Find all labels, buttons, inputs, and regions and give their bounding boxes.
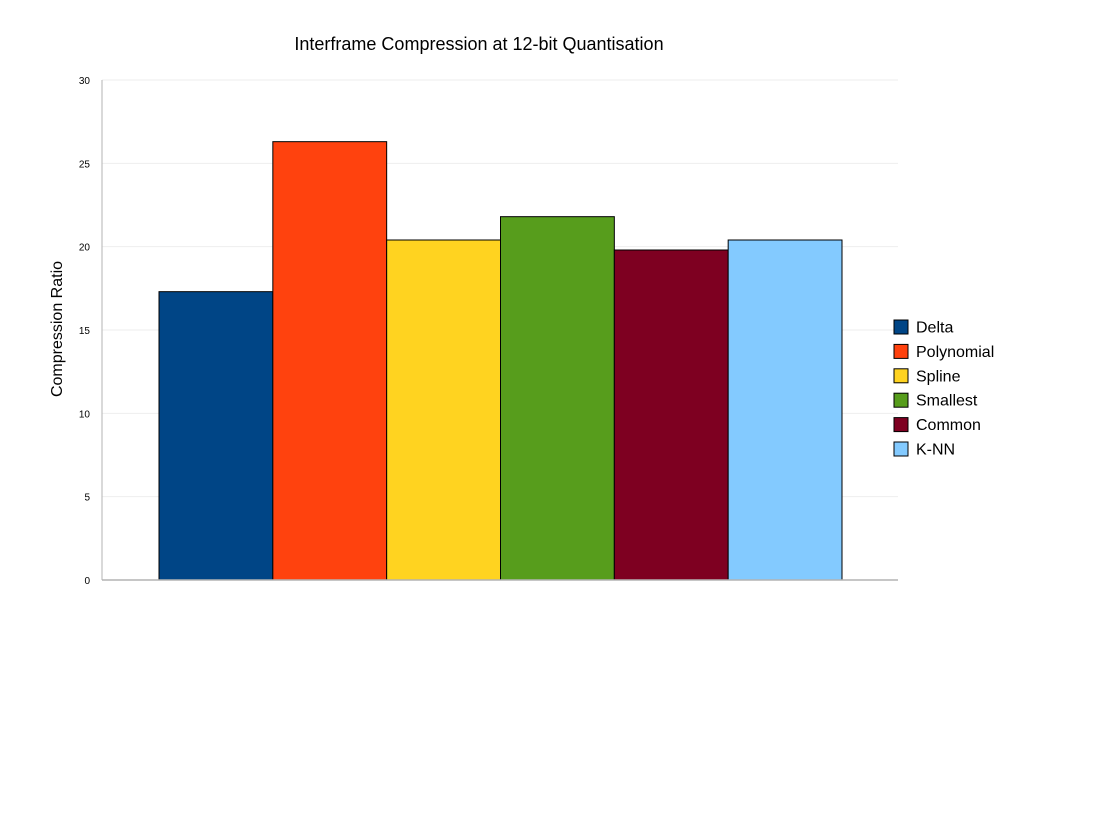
y-tick-label: 0 [84, 576, 90, 587]
legend-label-polynomial: Polynomial [916, 344, 994, 361]
bar-spline [386, 239, 501, 581]
bars [158, 141, 843, 581]
y-tick-label: 15 [79, 326, 91, 337]
y-tick-label: 30 [79, 76, 91, 87]
legend-swatch-common [893, 417, 909, 433]
legend-label-common: Common [916, 417, 981, 434]
legend-label-k-nn: K-NN [916, 442, 955, 459]
y-tick-label: 10 [79, 409, 91, 420]
y-tick-label: 25 [79, 159, 91, 170]
legend-swatch-smallest [893, 392, 909, 408]
legend-swatch-polynomial [893, 343, 909, 359]
axes [101, 80, 898, 581]
legend-label-delta: Delta [916, 320, 953, 337]
bar-common [613, 249, 729, 581]
bar-delta [158, 291, 274, 581]
bar-polynomial [272, 141, 388, 581]
legend: Delta Polynomial Spline Smallest Common K-NN [893, 319, 994, 459]
chart-title: Interframe Compression at 12-bit Quantis… [294, 34, 663, 54]
legend-swatch-delta [893, 319, 909, 335]
y-tick-label: 5 [84, 493, 90, 504]
legend-label-spline: Spline [916, 368, 961, 385]
y-axis-ticks: 0 5 10 15 20 25 30 [79, 76, 91, 587]
y-axis-label: Compression Ratio [49, 261, 66, 397]
legend-label-smallest: Smallest [916, 393, 978, 410]
bar-k-nn [727, 239, 843, 581]
bar-smallest [500, 216, 615, 581]
legend-swatch-spline [893, 368, 909, 384]
y-tick-label: 20 [79, 243, 91, 254]
legend-swatch-k-nn [893, 441, 909, 457]
